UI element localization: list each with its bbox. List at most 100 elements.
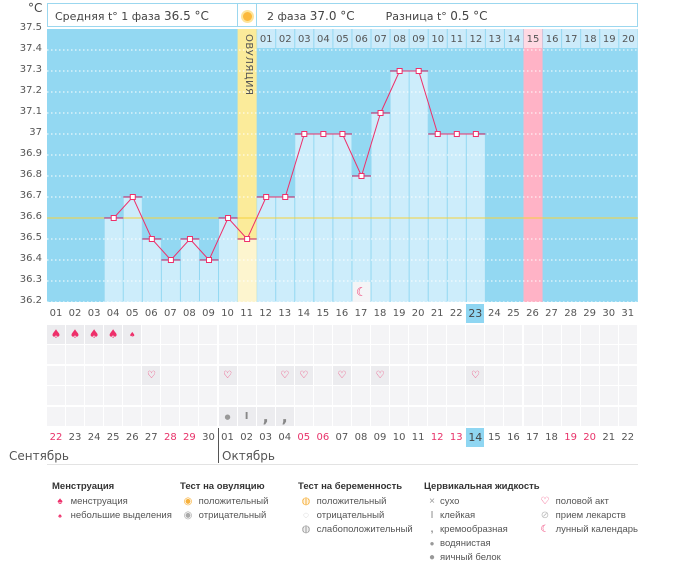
ovulation-test-cell[interactable] <box>123 345 142 364</box>
cycle-day-cell[interactable]: 16 <box>335 308 349 319</box>
cycle-day-cell[interactable]: 17 <box>354 308 368 319</box>
pregnancy-test-cell[interactable] <box>180 386 199 405</box>
calendar-date-cell[interactable]: 28 <box>163 432 177 443</box>
calendar-date-cell[interactable]: 09 <box>373 432 387 443</box>
pregnancy-test-cell[interactable] <box>371 386 390 405</box>
cervical-fluid-cell[interactable] <box>123 407 142 426</box>
cervical-fluid-cell[interactable] <box>180 407 199 426</box>
menstruation-cell[interactable] <box>428 325 447 344</box>
calendar-date-cell[interactable]: 10 <box>392 432 406 443</box>
ovulation-test-cell[interactable] <box>275 345 294 364</box>
menstruation-cell[interactable] <box>447 325 466 344</box>
cycle-day-cell[interactable]: 19 <box>392 308 406 319</box>
menstruation-cell[interactable] <box>466 325 485 344</box>
pregnancy-test-cell[interactable] <box>599 386 618 405</box>
cervical-fluid-cell[interactable] <box>409 407 428 426</box>
calendar-date-cell[interactable]: 15 <box>488 432 501 443</box>
pregnancy-test-cell[interactable] <box>523 386 542 405</box>
menstruation-cell[interactable] <box>504 325 523 344</box>
ovulation-test-cell[interactable] <box>561 345 580 364</box>
calendar-date-cell[interactable]: 22 <box>621 432 635 443</box>
calendar-date-cell[interactable]: 14 <box>466 428 485 447</box>
menstruation-cell[interactable] <box>142 325 161 344</box>
pregnancy-test-cell[interactable] <box>542 386 561 405</box>
cycle-day-cell[interactable]: 07 <box>163 308 177 319</box>
menstruation-cell[interactable] <box>542 325 561 344</box>
ovulation-test-cell[interactable] <box>142 345 161 364</box>
cervical-fluid-cell[interactable]: I <box>237 407 256 426</box>
ovulation-test-cell[interactable] <box>409 345 428 364</box>
calendar-date-cell[interactable]: 08 <box>354 432 368 443</box>
cervical-fluid-cell[interactable] <box>313 407 332 426</box>
cervical-fluid-cell[interactable] <box>618 407 637 426</box>
menstruation-cell[interactable] <box>180 325 199 344</box>
sex-cell[interactable] <box>580 366 599 385</box>
cervical-fluid-cell[interactable]: , <box>256 407 275 426</box>
sex-cell[interactable]: ♡ <box>371 366 390 385</box>
cervical-fluid-cell[interactable] <box>485 407 504 426</box>
ovulation-test-cell[interactable] <box>85 345 104 364</box>
sex-cell[interactable] <box>199 366 218 385</box>
cervical-fluid-cell[interactable] <box>85 407 104 426</box>
ovulation-test-cell[interactable] <box>161 345 180 364</box>
menstruation-cell[interactable] <box>371 325 390 344</box>
pregnancy-test-cell[interactable] <box>466 386 485 405</box>
ovulation-test-cell[interactable] <box>485 345 504 364</box>
cycle-day-cell[interactable]: 12 <box>259 308 273 319</box>
menstruation-cell[interactable] <box>599 325 618 344</box>
cervical-fluid-cell[interactable] <box>142 407 161 426</box>
cervical-fluid-cell[interactable] <box>332 407 351 426</box>
sex-cell[interactable] <box>237 366 256 385</box>
sex-cell[interactable] <box>66 366 85 385</box>
ovulation-test-cell[interactable] <box>523 345 542 364</box>
cervical-fluid-cell[interactable] <box>351 407 370 426</box>
cervical-fluid-cell[interactable] <box>294 407 313 426</box>
ovulation-test-cell[interactable] <box>504 345 523 364</box>
cervical-fluid-cell[interactable]: ● <box>218 407 237 426</box>
sex-cell[interactable] <box>561 366 580 385</box>
sex-cell[interactable] <box>313 366 332 385</box>
calendar-date-cell[interactable]: 13 <box>449 432 463 443</box>
menstruation-cell[interactable] <box>313 325 332 344</box>
calendar-date-cell[interactable]: 12 <box>430 432 444 443</box>
cycle-day-cell[interactable]: 27 <box>545 308 558 319</box>
ovulation-test-cell[interactable] <box>580 345 599 364</box>
cervical-fluid-cell[interactable] <box>447 407 466 426</box>
sex-cell[interactable] <box>104 366 123 385</box>
cervical-fluid-cell[interactable] <box>371 407 390 426</box>
ovulation-test-cell[interactable] <box>466 345 485 364</box>
sex-cell[interactable] <box>161 366 180 385</box>
calendar-date-cell[interactable]: 29 <box>183 432 196 443</box>
cervical-fluid-cell[interactable] <box>66 407 85 426</box>
ovulation-test-cell[interactable] <box>618 345 637 364</box>
calendar-date-cell[interactable]: 26 <box>125 432 139 443</box>
cervical-fluid-cell[interactable]: , <box>275 407 294 426</box>
pregnancy-test-cell[interactable] <box>47 386 65 405</box>
pregnancy-test-cell[interactable] <box>104 386 123 405</box>
sex-cell[interactable] <box>447 366 466 385</box>
calendar-date-cell[interactable]: 23 <box>68 432 82 443</box>
pregnancy-test-cell[interactable] <box>123 386 142 405</box>
cervical-fluid-cell[interactable] <box>104 407 123 426</box>
cycle-day-cell[interactable]: 26 <box>526 308 539 319</box>
menstruation-cell[interactable] <box>256 325 275 344</box>
cervical-fluid-cell[interactable] <box>580 407 599 426</box>
cycle-day-cell[interactable]: 09 <box>202 308 215 319</box>
menstruation-cell[interactable] <box>351 325 370 344</box>
sex-cell[interactable]: ♡ <box>332 366 351 385</box>
menstruation-cell[interactable] <box>275 325 294 344</box>
sex-cell[interactable] <box>485 366 504 385</box>
menstruation-cell[interactable]: ♠ <box>104 325 123 344</box>
menstruation-cell[interactable]: ♠ <box>47 325 65 344</box>
calendar-date-cell[interactable]: 30 <box>202 432 215 443</box>
ovulation-test-cell[interactable] <box>332 345 351 364</box>
pregnancy-test-cell[interactable] <box>428 386 447 405</box>
cervical-fluid-cell[interactable] <box>390 407 409 426</box>
ovulation-test-cell[interactable] <box>542 345 561 364</box>
calendar-date-cell[interactable]: 22 <box>49 432 63 443</box>
pregnancy-test-cell[interactable] <box>275 386 294 405</box>
cervical-fluid-cell[interactable] <box>561 407 580 426</box>
cervical-fluid-cell[interactable] <box>523 407 542 426</box>
ovulation-test-cell[interactable] <box>199 345 218 364</box>
sex-cell[interactable] <box>542 366 561 385</box>
